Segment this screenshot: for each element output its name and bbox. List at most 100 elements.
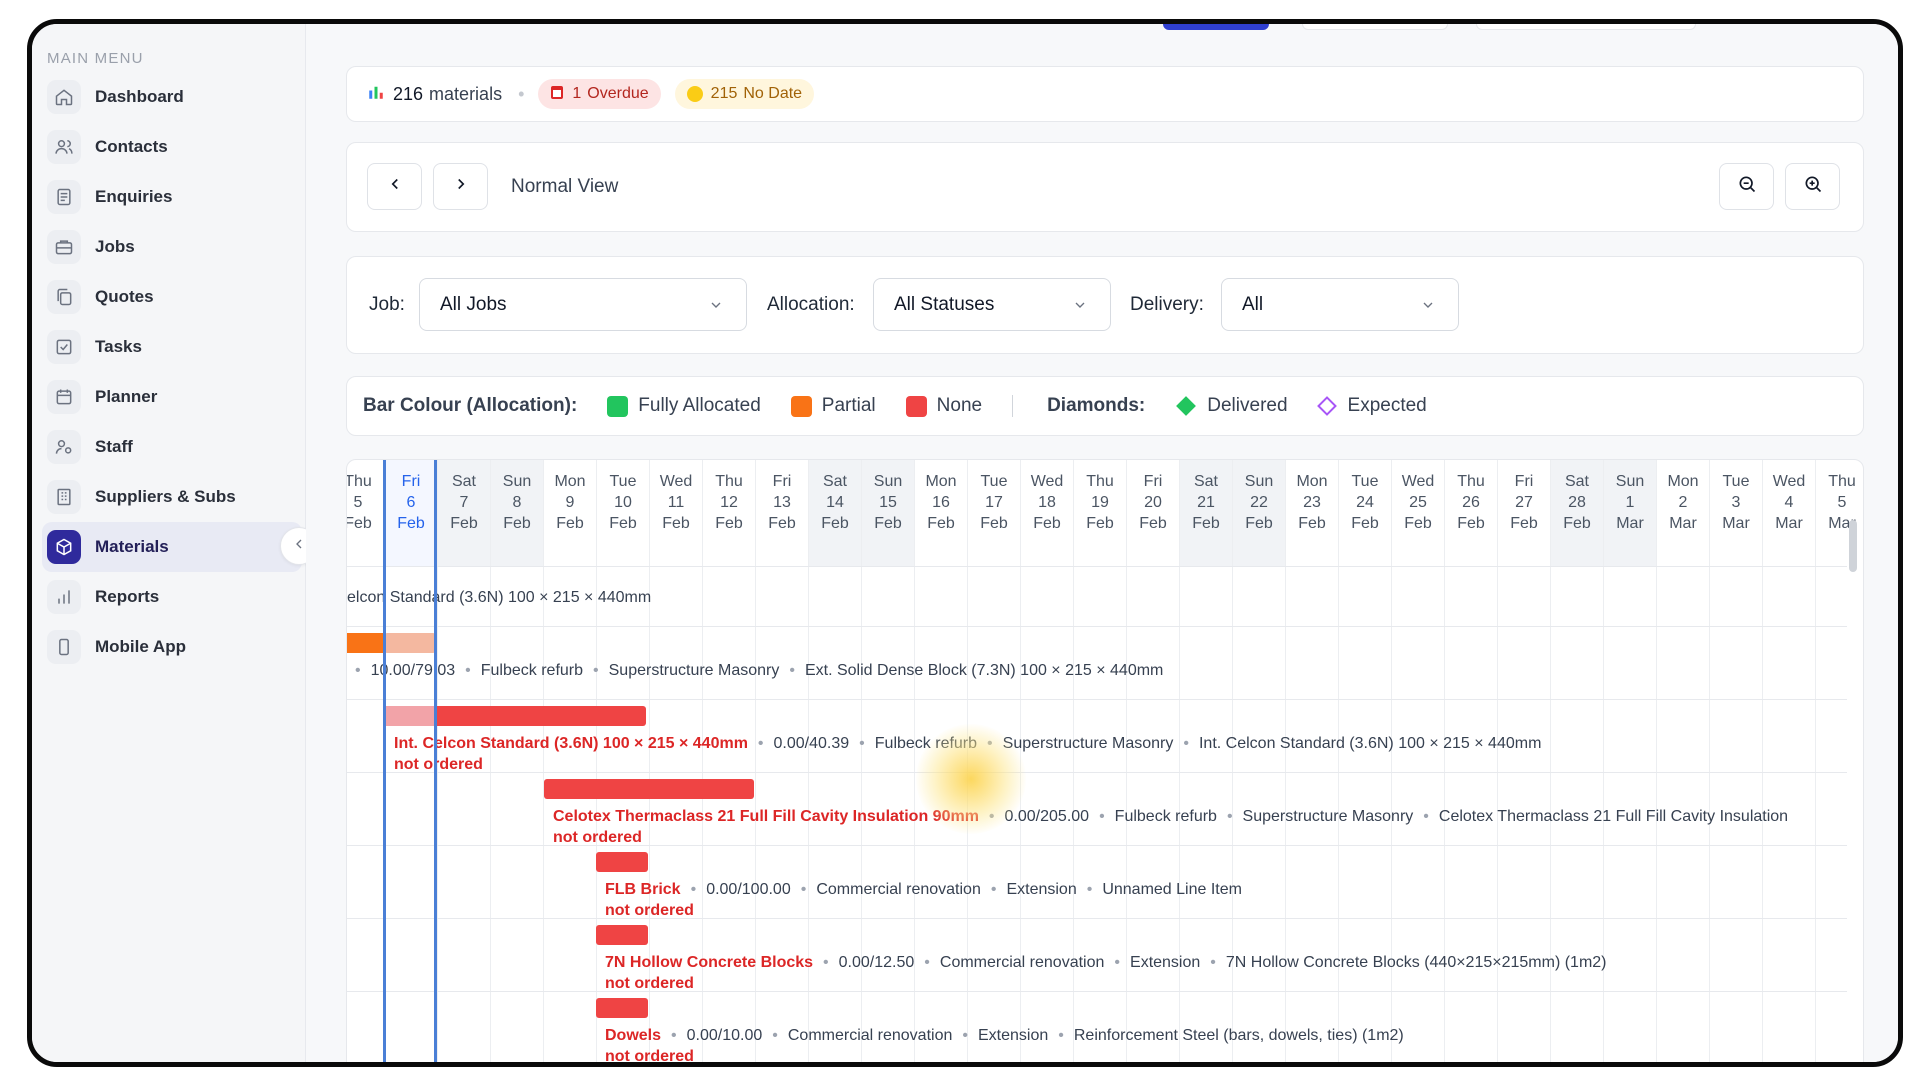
sidebar-item-enquiries[interactable]: Enquiries xyxy=(42,172,302,222)
row-text: elcon Standard (3.6N) 100 × 215 × 440mm xyxy=(347,589,651,607)
day-header-d: Fri xyxy=(772,473,792,490)
sidebar-item-jobs[interactable]: Jobs xyxy=(42,222,302,272)
day-header: Fri 20 Feb xyxy=(1127,460,1180,566)
row-text: Celotex Thermaclass 21 Full Fill Cavity … xyxy=(553,808,1788,826)
row-item: Int. Celcon Standard (3.6N) 100 × 215 × … xyxy=(1198,735,1542,752)
separator-dot: • xyxy=(772,1027,778,1044)
zoom-in-button[interactable] xyxy=(1785,163,1840,210)
materials-count-label: materials xyxy=(429,83,503,104)
top-tab[interactable] xyxy=(1302,24,1448,30)
day-header-d: Mon xyxy=(1667,473,1699,490)
chevron-left-icon xyxy=(386,175,404,198)
day-header-n: 6 xyxy=(406,494,416,511)
overdue-badge[interactable]: 1 Overdue xyxy=(538,79,661,109)
row-job: Commercial renovation xyxy=(939,954,1105,971)
sidebar-item-tasks[interactable]: Tasks xyxy=(42,322,302,372)
grid-column-line xyxy=(596,566,597,1062)
gantt-bar-none[interactable] xyxy=(596,998,648,1018)
day-header-n: 21 xyxy=(1197,494,1215,511)
day-header-n: 18 xyxy=(1038,494,1056,511)
row-text: FLB Brick • 0.00/100.00 • Commercial renovat… xyxy=(605,881,1242,899)
grid-column-line xyxy=(1285,566,1286,1062)
day-header: Sun 15 Feb xyxy=(862,460,915,566)
day-header-n: 5 xyxy=(1837,494,1847,511)
gantt-bar-none[interactable] xyxy=(384,706,436,726)
day-header-n: 4 xyxy=(1784,494,1794,511)
grid-row-line xyxy=(347,566,1847,567)
menu-title: MAIN MENU xyxy=(47,50,144,67)
day-header-m: Feb xyxy=(450,515,478,532)
day-header-n: 7 xyxy=(459,494,469,511)
none-label: None xyxy=(936,395,983,416)
day-header-m: Feb xyxy=(662,515,690,532)
grid-column-line xyxy=(543,566,544,1062)
sidebar-item-planner[interactable]: Planner xyxy=(42,372,302,422)
allocation-select-value: All Statuses xyxy=(894,293,995,315)
day-header-d: Fri xyxy=(401,473,421,490)
job-select[interactable]: All Jobs xyxy=(419,278,747,331)
day-header: Sun 1 Mar xyxy=(1604,460,1657,566)
separator-dot: • xyxy=(1086,881,1093,898)
row-job: Fulbeck refurb xyxy=(1114,808,1217,825)
sidebar-item-mobile-app[interactable]: Mobile App xyxy=(42,622,302,672)
top-tab[interactable] xyxy=(1476,24,1696,30)
sidebar-item-quotes[interactable]: Quotes xyxy=(42,272,302,322)
grid-row-line xyxy=(347,699,1847,700)
day-header: Sat 21 Feb xyxy=(1180,460,1233,566)
row-qty: 0.00/40.39 xyxy=(773,735,850,752)
staff-icon xyxy=(47,430,81,464)
gantt-bar-partial[interactable] xyxy=(384,633,436,653)
row-text: Dowels • 0.00/10.00 • Commercial renovation •… xyxy=(605,1027,1404,1045)
day-header: Sun 8 Feb xyxy=(491,460,544,566)
sidebar-item-suppliers[interactable]: Suppliers & Subs xyxy=(42,472,302,522)
row-title: FLB Brick xyxy=(605,881,681,898)
gantt-bar-none[interactable] xyxy=(436,706,646,726)
row-item: Celotex Thermaclass 21 Full Fill Cavity … xyxy=(1438,808,1789,825)
day-header-n: 11 xyxy=(667,494,685,511)
sidebar-item-contacts[interactable]: Contacts xyxy=(42,122,302,172)
day-header-m: Feb xyxy=(346,515,372,532)
sidebar-item-reports[interactable]: Reports xyxy=(42,572,302,622)
grid-column-line xyxy=(1762,566,1763,1062)
gantt-bar-none[interactable] xyxy=(596,925,648,945)
separator-dot: • xyxy=(690,881,697,898)
building-icon xyxy=(47,480,81,514)
day-header-d: Wed xyxy=(659,473,693,490)
day-header-m: Feb xyxy=(397,515,425,532)
sidebar-item-materials[interactable]: Materials xyxy=(42,522,302,572)
timeline-nav: Normal View xyxy=(346,142,1864,232)
sidebar-item-staff[interactable]: Staff xyxy=(42,422,302,472)
day-header-m: Feb xyxy=(715,515,743,532)
day-header-d: Tue xyxy=(1351,473,1379,490)
day-header-m: Mar xyxy=(1669,515,1697,532)
copy-icon xyxy=(47,280,81,314)
allocation-select[interactable]: All Statuses xyxy=(873,278,1111,331)
gantt-bar-none[interactable] xyxy=(544,779,754,799)
day-header-n: 25 xyxy=(1409,494,1427,511)
row-title: Dowels xyxy=(605,1027,662,1044)
day-header-d: Thu xyxy=(1828,473,1856,490)
stats-bar: 216 materials • 1 Overdue 215 No Date xyxy=(346,66,1864,122)
gantt-bar-partial[interactable] xyxy=(347,633,383,653)
day-header-n: 3 xyxy=(1731,494,1741,511)
zoom-out-button[interactable] xyxy=(1719,163,1774,210)
day-header: Sat 7 Feb xyxy=(438,460,491,566)
gantt-bar-none[interactable] xyxy=(596,852,648,872)
separator-dot: • xyxy=(859,735,865,752)
grid-column-line xyxy=(755,566,756,1062)
row-text: • 10.00/79.03 • Fulbeck refurb • Superstructu… xyxy=(355,662,1163,680)
day-header-d: Wed xyxy=(1030,473,1064,490)
day-header: Wed 25 Feb xyxy=(1392,460,1445,566)
vertical-scrollbar[interactable] xyxy=(1849,520,1857,572)
delivery-select[interactable]: All xyxy=(1221,278,1459,331)
row-qty: 0.00/205.00 xyxy=(1004,808,1090,825)
app-window: MAIN MENU Dashboard Contacts Enquiries J… xyxy=(27,19,1903,1067)
day-header-n: 5 xyxy=(353,494,363,511)
nodate-badge[interactable]: 215 No Date xyxy=(674,79,815,109)
main-content: 216 materials • 1 Overdue 215 No Date No… xyxy=(306,24,1898,1062)
row-qty: 0.00/100.00 xyxy=(706,881,791,898)
sidebar-item-dashboard[interactable]: Dashboard xyxy=(42,72,302,122)
prev-button[interactable] xyxy=(367,163,422,210)
next-button[interactable] xyxy=(433,163,488,210)
grid-column-line xyxy=(914,566,915,1062)
